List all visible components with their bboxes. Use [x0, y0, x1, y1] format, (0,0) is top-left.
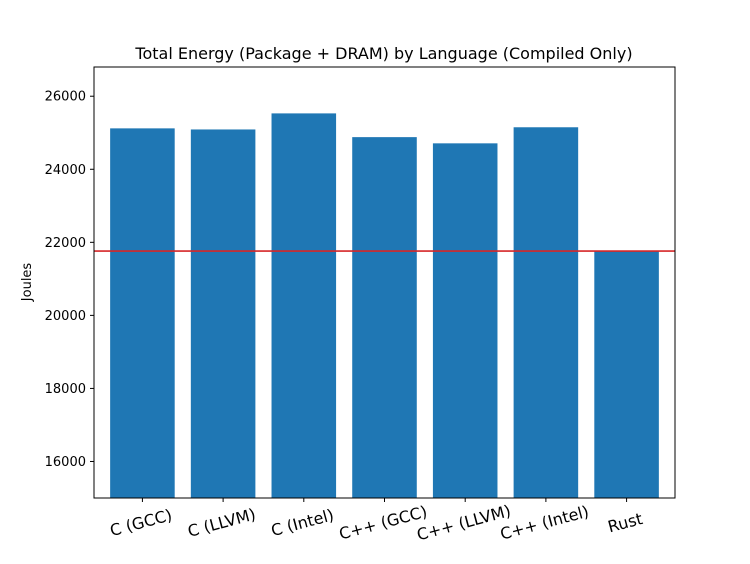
x-tick-label: Rust	[606, 509, 645, 536]
y-axis-label: Joules	[20, 263, 35, 303]
x-tick-label: C (Intel)	[269, 505, 336, 540]
y-tick-label: 22000	[45, 236, 86, 251]
plot-area-frame	[93, 66, 676, 499]
y-tick-label: 18000	[45, 382, 86, 397]
bar-1	[190, 129, 256, 498]
x-tick-label: C (LLVM)	[186, 505, 258, 541]
bar-2	[271, 113, 337, 498]
x-axis-ticks: C (GCC) C (LLVM) C (Intel) C++ (GCC)C++ (LL…	[108, 498, 645, 544]
bar-4	[432, 143, 498, 498]
bar-5	[513, 127, 579, 498]
y-axis-ticks: 16000 18000 20000 22000 24000 26000	[45, 90, 94, 470]
y-tick-label: 26000	[45, 90, 86, 105]
x-tick-label: C++ (Intel)	[498, 502, 591, 544]
y-tick-label: 16000	[45, 455, 86, 470]
bars-group	[110, 113, 659, 498]
bar-3	[352, 137, 417, 498]
chart-title: Total Energy (Package + DRAM) by Languag…	[134, 44, 632, 63]
bar-0	[110, 128, 175, 498]
x-tick-label: C++ (LLVM)	[415, 501, 513, 544]
y-tick-label: 24000	[45, 163, 86, 178]
bar-6	[594, 251, 659, 498]
x-tick-label: C++ (GCC)	[337, 502, 429, 544]
y-tick-label: 20000	[45, 309, 86, 324]
x-tick-label: C (GCC)	[108, 505, 174, 540]
